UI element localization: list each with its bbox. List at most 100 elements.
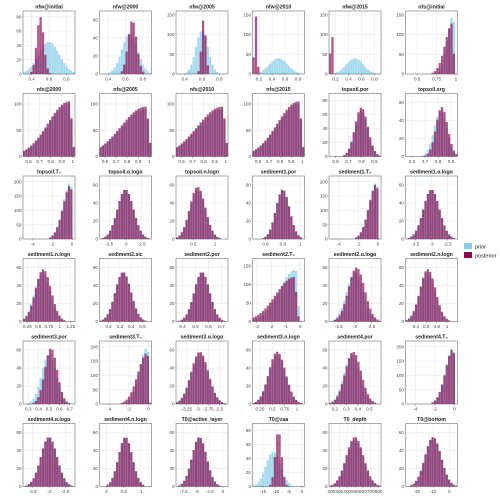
posterior-bar bbox=[376, 188, 379, 239]
y-tick-label: 0 bbox=[172, 484, 175, 489]
prior-bar bbox=[269, 454, 272, 487]
posterior-bar bbox=[180, 143, 183, 157]
x-tick-label: 1 bbox=[225, 159, 228, 164]
x-tick-label: -2 bbox=[269, 324, 274, 329]
prior-bar bbox=[252, 485, 255, 487]
posterior-bar bbox=[192, 193, 195, 239]
posterior-bar bbox=[271, 477, 274, 487]
prior-bar bbox=[185, 72, 188, 74]
posterior-bar bbox=[139, 364, 142, 404]
histogram-panel: sediment3.por 0.3 0.4 0.5 0.6 0.7 0 20 40 60 bbox=[16, 335, 76, 412]
posterior-bar bbox=[53, 357, 56, 404]
prior-bar bbox=[287, 483, 291, 487]
posterior-bar bbox=[130, 292, 133, 322]
posterior-bar bbox=[111, 136, 114, 157]
y-tick-label: 150 bbox=[320, 13, 328, 18]
x-tick-label: 0.5 bbox=[366, 407, 373, 412]
posterior-bar bbox=[39, 17, 42, 74]
posterior-bar bbox=[347, 286, 351, 322]
posterior-bar bbox=[70, 118, 73, 157]
posterior-bar bbox=[192, 131, 195, 157]
posterior-bar bbox=[273, 353, 276, 404]
posterior-bar bbox=[123, 122, 126, 157]
y-tick-label: 40 bbox=[322, 283, 328, 288]
posterior-bar bbox=[371, 401, 374, 404]
panel-frame bbox=[252, 93, 305, 157]
panel-title: nfw@2010 bbox=[266, 5, 292, 11]
x-tick-label: 0.9 bbox=[371, 159, 378, 164]
posterior-bar bbox=[280, 359, 284, 404]
posterior-bar bbox=[445, 474, 448, 487]
y-tick-label: 60 bbox=[246, 183, 252, 188]
prior-bar bbox=[362, 64, 365, 74]
posterior-bar bbox=[30, 481, 33, 487]
y-tick-label: 20 bbox=[93, 301, 99, 306]
prior-bar bbox=[49, 41, 52, 74]
posterior-bar bbox=[213, 108, 217, 157]
posterior-bar bbox=[132, 209, 135, 239]
prior-bar bbox=[259, 71, 262, 74]
posterior-bar bbox=[297, 235, 300, 239]
posterior-bar bbox=[37, 465, 40, 487]
posterior-bar bbox=[56, 369, 59, 404]
posterior-bar bbox=[194, 284, 198, 322]
posterior-bar bbox=[37, 137, 40, 157]
y-tick-label: 20 bbox=[16, 466, 22, 471]
posterior-bar bbox=[448, 356, 451, 404]
histogram-panel: nfw@2005 0.4 0.6 0.8 0 50 100 150 bbox=[167, 5, 229, 82]
x-tick-label: 0.9 bbox=[448, 159, 455, 164]
posterior-bar bbox=[419, 286, 422, 322]
posterior-bar bbox=[202, 355, 205, 404]
histogram-panel: sediment2.n.logn 0.4 0.6 0.8 1 0 20 40 60 bbox=[399, 252, 458, 329]
posterior-bar bbox=[290, 104, 293, 157]
posterior-bar bbox=[378, 320, 381, 322]
posterior-bar bbox=[218, 238, 221, 239]
posterior-bar bbox=[44, 366, 47, 404]
posterior-bar bbox=[431, 72, 434, 74]
y-tick-label: 0 bbox=[248, 154, 251, 159]
posterior-bar bbox=[352, 270, 355, 322]
posterior-bar bbox=[118, 201, 121, 239]
prior-bar bbox=[452, 21, 455, 74]
posterior-bar bbox=[287, 106, 291, 157]
posterior-bar bbox=[202, 198, 205, 239]
posterior-bar bbox=[443, 316, 446, 322]
posterior-bar bbox=[278, 353, 281, 404]
posterior-bar bbox=[134, 110, 138, 157]
posterior-bar bbox=[127, 193, 131, 239]
posterior-bar bbox=[295, 231, 298, 239]
panel-frame bbox=[405, 10, 458, 75]
histogram-panel: nfs@2010 0.6 0.7 0.8 0.9 1 0 50 100 bbox=[167, 87, 229, 164]
posterior-bar bbox=[412, 311, 415, 322]
panel-title: nfw@2000 bbox=[113, 5, 139, 11]
x-tick-label: 1 bbox=[148, 159, 151, 164]
posterior-bar bbox=[407, 318, 411, 322]
posterior-bar bbox=[440, 107, 444, 157]
y-tick-label: 20 bbox=[93, 219, 99, 224]
posterior-bar bbox=[276, 351, 279, 404]
y-tick-label: 40 bbox=[322, 448, 328, 453]
x-tick-label: 0.4 bbox=[179, 324, 186, 329]
posterior-bar bbox=[65, 192, 68, 239]
posterior-bar bbox=[53, 112, 56, 157]
posterior-bar bbox=[199, 272, 202, 322]
posterior-bar bbox=[63, 201, 66, 239]
posterior-bar bbox=[139, 317, 142, 322]
posterior-bar bbox=[127, 443, 131, 487]
prior-bar bbox=[190, 64, 193, 74]
x-tick-label: 0.6 bbox=[423, 324, 430, 329]
posterior-bar bbox=[213, 481, 217, 487]
posterior-bar bbox=[355, 237, 358, 239]
y-tick-label: 0 bbox=[401, 72, 404, 77]
prior-bar bbox=[209, 56, 212, 74]
posterior-bar bbox=[345, 152, 348, 157]
posterior-bar bbox=[414, 230, 418, 239]
posterior-bar bbox=[273, 213, 276, 239]
y-tick-label: 60 bbox=[169, 430, 175, 435]
prior-bar bbox=[118, 56, 121, 74]
posterior-bar bbox=[276, 202, 279, 239]
x-tick-label: 700 bbox=[367, 489, 375, 494]
posterior-bar bbox=[366, 470, 370, 487]
posterior-bar bbox=[113, 293, 116, 322]
prior-bar bbox=[27, 69, 30, 74]
